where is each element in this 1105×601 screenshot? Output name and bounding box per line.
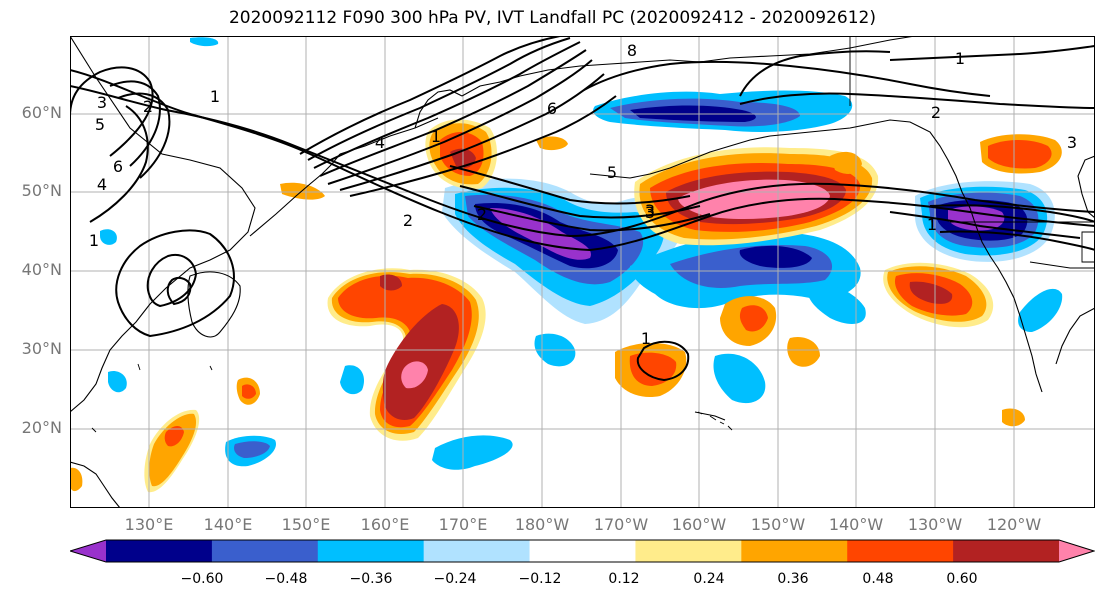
contour-label: 4 xyxy=(375,133,385,152)
positive-anomaly-sw-4 xyxy=(70,467,83,492)
colorbar-tick-label: 0.12 xyxy=(608,571,640,587)
colorbar-tick-label: 0.48 xyxy=(862,571,894,587)
colorbar-tick-label: −0.48 xyxy=(264,571,308,587)
colorbar-cell xyxy=(953,540,1060,562)
colorbar-cell xyxy=(423,540,531,562)
lon-label-170w: 170°W xyxy=(593,515,649,534)
colorbar-cell xyxy=(1059,540,1094,562)
contour-label: 3 xyxy=(97,93,107,112)
positive-anomaly-plume-4 xyxy=(382,304,459,421)
contour-label: 1 xyxy=(927,215,937,234)
lat-label-40n: 40°N xyxy=(21,260,62,279)
lat-label-20n: 20°N xyxy=(21,418,62,437)
positive-anomaly-sw-1c xyxy=(164,426,184,447)
colorbar-cell xyxy=(847,540,954,562)
colorbar-tick-label: 0.24 xyxy=(693,571,725,587)
positive-anomaly-east-2b xyxy=(739,305,768,332)
pv-contours xyxy=(70,36,1095,382)
negative-anomaly-northeast-5 xyxy=(948,206,1005,231)
negative-anomaly-central-3 xyxy=(739,245,812,268)
contour-label: 1 xyxy=(431,127,441,146)
contour-label: 2 xyxy=(477,205,487,224)
contour-label: 1 xyxy=(641,329,651,348)
contour-label: 3 xyxy=(645,201,655,220)
positive-anomaly-gulf-tail xyxy=(830,151,862,174)
lat-label-50n: 50°N xyxy=(21,181,62,200)
contour-label: 2 xyxy=(931,103,941,122)
colorbar-cell xyxy=(529,540,636,562)
negative-anomaly-subtropics-3 xyxy=(234,441,270,458)
lon-label-150e: 150°E xyxy=(281,515,331,534)
negative-anomaly-subtropics-7 xyxy=(108,370,127,393)
colorbar-tick-label: 0.36 xyxy=(777,571,809,587)
contour-label: 6 xyxy=(113,157,123,176)
lon-label-160w: 160°W xyxy=(671,515,727,534)
contour-label: 3 xyxy=(645,203,655,222)
colorbar-tick-label: −0.24 xyxy=(433,571,477,587)
positive-anomaly-gulf-5 xyxy=(678,179,830,219)
positive-anomaly-sw-3 xyxy=(280,182,325,200)
negative-anomaly-central-4 xyxy=(807,284,866,324)
positive-anomaly-east-3 xyxy=(787,336,820,367)
contour-label: 8 xyxy=(627,41,637,60)
gridlines xyxy=(70,36,1095,508)
negative-anomaly-subtropics-8 xyxy=(1018,288,1063,332)
negative-anomaly-subtropics-6 xyxy=(340,365,365,395)
positive-anomaly-sw-2b xyxy=(242,384,256,399)
colorbar-cell xyxy=(317,540,425,562)
lon-label-140e: 140°E xyxy=(203,515,253,534)
contour-label: 6 xyxy=(547,99,557,118)
negative-anomaly-subtropics-9 xyxy=(190,37,219,47)
lon-label-130e: 130°E xyxy=(124,515,174,534)
contour-label: 5 xyxy=(95,115,105,134)
islands xyxy=(91,363,733,433)
lon-label-140w: 140°W xyxy=(828,515,884,534)
lat-label-30n: 30°N xyxy=(21,339,62,358)
colorbar-cell xyxy=(106,540,213,562)
lon-label-170e: 170°E xyxy=(438,515,488,534)
colorbar-outline xyxy=(70,539,1095,563)
contour-label: 1 xyxy=(955,49,965,68)
positive-anomaly-small-north xyxy=(536,136,568,151)
lat-label-60n: 60°N xyxy=(21,103,62,122)
contour-label: 2 xyxy=(403,211,413,230)
colorbar-tick-label: −0.12 xyxy=(518,571,562,587)
colorbar-cell xyxy=(741,540,848,562)
contour-label: 3 xyxy=(1067,133,1077,152)
positive-anomaly-plume-5 xyxy=(401,361,428,389)
positive-anomaly-east-4b xyxy=(629,352,677,386)
map-panel: 1 2 3 4 5 6 8 1 2 3 4 5 6 1 1 2 3 1 2 3 … xyxy=(70,36,1095,508)
lon-label-160e: 160°E xyxy=(360,515,410,534)
contour-labels: 1 2 3 4 5 6 8 1 2 3 4 5 6 1 1 2 3 1 2 3 … xyxy=(89,41,1077,348)
colorbar-tick-label: −0.60 xyxy=(180,571,224,587)
colorbar xyxy=(70,539,1095,563)
lon-label-130w: 130°W xyxy=(907,515,963,534)
colorbar-cell xyxy=(211,540,319,562)
coastlines xyxy=(70,36,1095,508)
contour-label: 5 xyxy=(607,163,617,182)
positive-anomaly-nw-america-2 xyxy=(988,140,1052,169)
colorbar-cell xyxy=(635,540,742,562)
contour-label: 1 xyxy=(210,87,220,106)
contour-label: 2 xyxy=(143,97,153,116)
negative-anomaly-jet-5 xyxy=(490,208,591,260)
map-title: 2020092112 F090 300 hPa PV, IVT Landfall… xyxy=(228,8,876,28)
lon-label-180w: 180°W xyxy=(514,515,570,534)
negative-anomaly-subtropics-1 xyxy=(432,435,513,470)
colorbar-tick-label: 0.60 xyxy=(946,571,978,587)
negative-anomaly-subtropics-5 xyxy=(713,353,766,404)
lon-label-120w: 120°W xyxy=(986,515,1042,534)
colorbar-tick-label: −0.36 xyxy=(349,571,393,587)
lon-label-150w: 150°W xyxy=(750,515,806,534)
positive-anomaly-east-1d xyxy=(909,281,953,304)
negative-anomaly-subtropics-10 xyxy=(100,229,117,245)
colorbar-cell xyxy=(70,540,106,562)
contour-label: 1 xyxy=(89,231,99,250)
contour-label: 4 xyxy=(97,175,107,194)
positive-anomaly-sw-1b xyxy=(149,413,197,487)
